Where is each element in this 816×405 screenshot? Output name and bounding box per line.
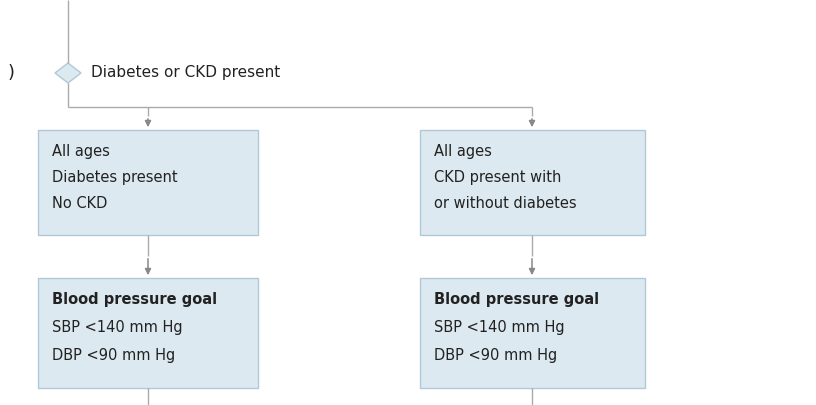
- Bar: [38, 278, 258, 388]
- Bar: [38, 130, 258, 235]
- Text: SBP <140 mm Hg: SBP <140 mm Hg: [52, 320, 183, 335]
- Text: SBP <140 mm Hg: SBP <140 mm Hg: [434, 320, 565, 335]
- Text: Diabetes present: Diabetes present: [52, 170, 178, 185]
- Text: DBP <90 mm Hg: DBP <90 mm Hg: [434, 348, 557, 363]
- Text: or without diabetes: or without diabetes: [434, 196, 577, 211]
- Text: ): ): [8, 64, 15, 82]
- Text: All ages: All ages: [434, 144, 492, 159]
- Text: CKD present with: CKD present with: [434, 170, 561, 185]
- Text: Blood pressure goal: Blood pressure goal: [52, 292, 217, 307]
- Bar: [420, 130, 645, 235]
- Text: Blood pressure goal: Blood pressure goal: [434, 292, 599, 307]
- Text: All ages: All ages: [52, 144, 110, 159]
- Text: DBP <90 mm Hg: DBP <90 mm Hg: [52, 348, 175, 363]
- Bar: [420, 278, 645, 388]
- Text: Diabetes or CKD present: Diabetes or CKD present: [91, 66, 280, 81]
- Polygon shape: [55, 63, 81, 83]
- Text: No CKD: No CKD: [52, 196, 108, 211]
